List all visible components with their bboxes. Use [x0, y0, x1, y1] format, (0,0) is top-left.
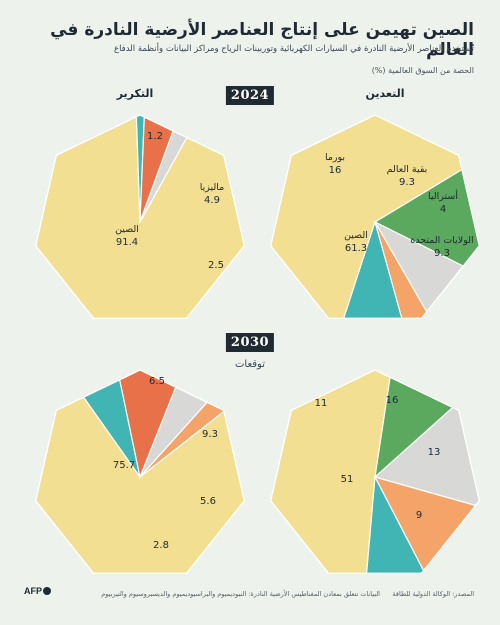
segment-name-label: أستراليا	[428, 189, 458, 202]
segment-value-label: 5.6	[200, 496, 216, 507]
pie-chart-2: الصين 91.4 1.2 ماليزيا 4.9 2.5	[35, 114, 245, 319]
segment-value-label: 2.8	[153, 540, 169, 551]
pie-chart-4: 75.7 6.5 9.3 5.6 2.8	[35, 369, 245, 575]
segment-value-label: 6.5	[149, 376, 165, 387]
segment-value-label: 75.7	[113, 460, 135, 471]
segment-value-label: 13	[428, 447, 441, 458]
segment-value-label: 4	[440, 204, 446, 215]
segment-value-label: 11	[315, 398, 328, 409]
column-header-mining: التعدين	[365, 87, 405, 100]
segment-value-label: 16	[329, 165, 342, 176]
chart-subtitle: تُستخدم العناصر الأرضية النادرة في السيا…	[114, 44, 474, 54]
unit-label: الحصة من السوق العالمية (%)	[371, 66, 474, 75]
segment-name-label: الصين	[115, 224, 139, 235]
segment-value-label: 51	[341, 474, 354, 485]
segment-value-label: 9.3	[399, 177, 415, 188]
segment-value-label: 61.3	[345, 243, 367, 254]
segment-name-label: الولايات المتحدة	[410, 235, 473, 246]
column-header-refining: التكرير	[116, 87, 154, 100]
chart-title: الصين تهيمن على إنتاج العناصر الأرضية ال…	[50, 20, 474, 60]
heptagon-outline	[270, 114, 480, 319]
segment-name-label: ماليزيا	[200, 182, 225, 193]
segment-value-label: 9.3	[434, 248, 450, 259]
forecast-label: توقعات	[234, 359, 265, 370]
year-badge-2024: 2024	[225, 86, 275, 105]
segment-value-label: 9	[416, 510, 422, 521]
segment-value-label: 91.4	[116, 237, 138, 248]
heptagon-outline	[35, 369, 245, 575]
heptagon-outline	[35, 114, 245, 319]
segment-name-label: بورما	[325, 152, 345, 163]
pie-chart-3: 51 11 16 13 9	[270, 369, 480, 575]
pie-chart-1: الصين 61.3 بورما 16 بقية العالم 9.3 أستراليا 4 ا…	[270, 114, 480, 319]
segment-name-label: الصين	[344, 230, 368, 241]
heptagon-outline	[270, 369, 480, 575]
segment-value-label: 9.3	[202, 429, 218, 440]
footer-source: المصدر: الوكالة الدولية للطاقة	[392, 590, 474, 598]
segment-value-label: 16	[386, 395, 399, 406]
footer-note: البيانات تتعلق بمعادن المغناطيس الأرضية …	[101, 590, 380, 598]
segment-value-label: 1.2	[147, 131, 163, 142]
segment-value-label: 2.5	[208, 260, 224, 271]
segment-value-label: 4.9	[204, 195, 220, 206]
segment-name-label: بقية العالم	[387, 164, 428, 175]
afp-logo: AFP	[24, 586, 51, 596]
year-badge-2030: 2030	[225, 333, 275, 352]
